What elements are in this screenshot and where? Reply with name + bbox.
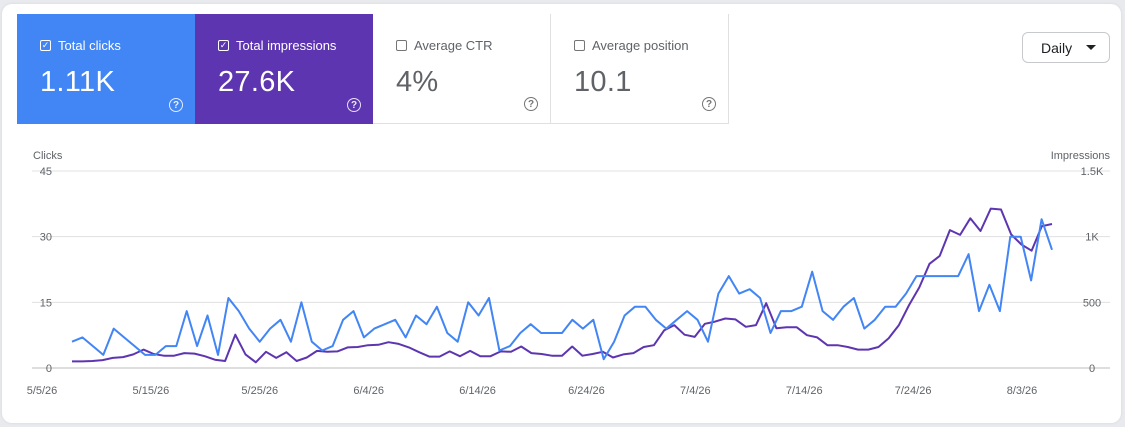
right-axis-tick-label: 1K xyxy=(1085,232,1099,244)
right-axis-tick-label: 0 xyxy=(1089,363,1095,375)
left-axis-tick-label: 15 xyxy=(40,297,52,309)
x-axis-tick-label: 5/15/26 xyxy=(133,385,170,397)
x-axis-ticks: 5/5/26 5/15/26 5/25/26 6/4/26 6/14/26 6/24/26… xyxy=(27,385,1038,397)
left-axis-tick-label: 45 xyxy=(40,166,52,178)
granularity-label: Daily xyxy=(1041,39,1073,56)
left-axis-tick-label: 30 xyxy=(40,232,52,244)
metric-value: 4% xyxy=(396,66,439,98)
performance-chart: Clicks Impressions 45 30 15 0 1.5K 1K 500 0 5/… xyxy=(27,150,1111,397)
chart-gridlines xyxy=(32,170,1110,369)
checkbox-checked-icon[interactable]: ✓ xyxy=(40,40,51,51)
right-axis-tick-label: 1.5K xyxy=(1081,166,1104,178)
x-axis-tick-label: 6/14/26 xyxy=(459,385,496,397)
x-axis-tick-label: 5/25/26 xyxy=(241,385,278,397)
clicks-series-line xyxy=(71,218,1053,361)
performance-card: ✓ Total clicks 1.11K ? ✓ Total impressio… xyxy=(2,4,1121,423)
metric-label: Total impressions xyxy=(236,38,337,53)
help-icon[interactable]: ? xyxy=(169,98,183,112)
x-axis-tick-label: 6/4/26 xyxy=(353,385,384,397)
help-icon[interactable]: ? xyxy=(347,98,361,112)
granularity-dropdown[interactable]: Daily xyxy=(1022,32,1110,63)
checkbox-unchecked-icon[interactable]: ✓ xyxy=(574,40,585,51)
x-axis-tick-label: 7/14/26 xyxy=(786,385,823,397)
impressions-series-line xyxy=(72,207,1053,364)
metric-label: Average position xyxy=(592,38,689,53)
help-icon[interactable]: ? xyxy=(524,97,538,111)
right-axis-ticks: 1.5K 1K 500 0 xyxy=(1081,166,1104,375)
metric-tabs: ✓ Total clicks 1.11K ? ✓ Total impressio… xyxy=(17,14,729,124)
metric-average-ctr[interactable]: ✓ Average CTR 4% ? xyxy=(373,14,551,124)
right-axis-tick-label: 500 xyxy=(1083,297,1101,309)
x-axis-tick-label: 5/5/26 xyxy=(27,385,58,397)
metric-total-clicks[interactable]: ✓ Total clicks 1.11K ? xyxy=(17,14,195,124)
left-axis-tick-label: 0 xyxy=(46,363,52,375)
x-axis-tick-label: 8/3/26 xyxy=(1007,385,1038,397)
metric-average-position[interactable]: ✓ Average position 10.1 ? xyxy=(551,14,729,124)
x-axis-tick-label: 6/24/26 xyxy=(568,385,605,397)
x-axis-tick-label: 7/4/26 xyxy=(680,385,711,397)
metric-value: 1.11K xyxy=(40,66,116,98)
metric-value: 10.1 xyxy=(574,66,632,98)
right-axis-title: Impressions xyxy=(1051,150,1111,162)
metric-value: 27.6K xyxy=(218,66,296,98)
checkbox-checked-icon[interactable]: ✓ xyxy=(218,40,229,51)
left-axis-ticks: 45 30 15 0 xyxy=(40,166,52,375)
metric-label: Average CTR xyxy=(414,38,493,53)
left-axis-title: Clicks xyxy=(33,150,63,162)
metric-label: Total clicks xyxy=(58,38,121,53)
help-icon[interactable]: ? xyxy=(702,97,716,111)
caret-down-icon xyxy=(1086,45,1096,50)
x-axis-tick-label: 7/24/26 xyxy=(895,385,932,397)
checkbox-unchecked-icon[interactable]: ✓ xyxy=(396,40,407,51)
metric-total-impressions[interactable]: ✓ Total impressions 27.6K ? xyxy=(195,14,373,124)
